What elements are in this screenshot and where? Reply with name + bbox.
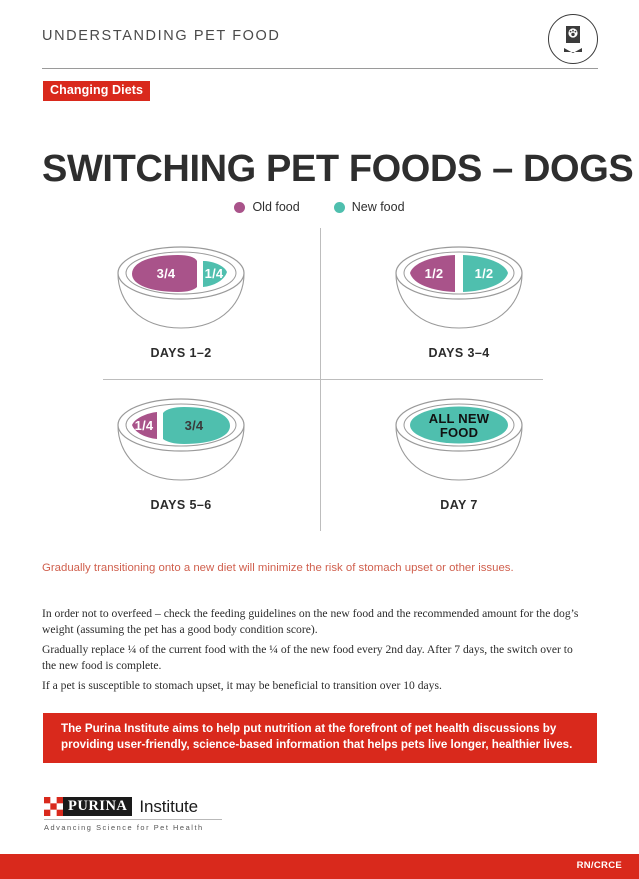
- bowl-illustration: 1/4 3/4: [96, 382, 266, 492]
- bowl-panel-days-3-4: 1/2 1/2 DAYS 3–4: [320, 228, 598, 380]
- bowl-old-fraction-label: 1/2: [425, 266, 444, 281]
- legend-dot-icon: [333, 201, 345, 213]
- purina-institute-logo: PURINA Institute Advancing Science for P…: [44, 797, 274, 839]
- body-paragraph-2: Gradually replace ¼ of the current food …: [42, 642, 573, 673]
- page-header: UNDERSTANDING PET FOOD: [42, 14, 598, 74]
- lede-text: Gradually transitioning onto a new diet …: [42, 562, 514, 574]
- bowl-old-fraction-label: 3/4: [157, 266, 176, 281]
- page-footer: RN/CRCE: [0, 854, 639, 879]
- page-title: SWITCHING PET FOODS – DOGS: [42, 148, 634, 191]
- legend-dot-icon: [234, 201, 246, 213]
- bowl-old-fraction-label: 1/4: [135, 418, 154, 433]
- bowl-label-days-3-4: DAYS 3–4: [428, 346, 490, 360]
- logo-sub-name: Institute: [139, 797, 199, 816]
- footer-code: RN/CRCE: [576, 860, 622, 871]
- bowl-label-day-7: DAY 7: [440, 498, 478, 512]
- bowl-panel-days-5-6: 1/4 3/4 DAYS 5–6: [42, 380, 320, 532]
- logo-brand-name: PURINA: [63, 797, 133, 816]
- bowls-grid: 3/4 1/4 DAYS 1–2 1/2 1/2 DAYS 3–4: [42, 228, 598, 533]
- legend-label-old-food: Old food: [252, 200, 300, 214]
- logo-divider: [44, 819, 222, 820]
- bowl-panel-days-1-2: 3/4 1/4 DAYS 1–2: [42, 228, 320, 380]
- header-divider: [42, 68, 598, 69]
- legend-item-old-food: Old food: [234, 200, 300, 214]
- bowl-panel-day-7: ALL NEW FOOD DAY 7: [320, 380, 598, 532]
- bowl-new-fraction-label: 1/2: [475, 266, 494, 281]
- chart-legend: Old food New food: [0, 200, 639, 214]
- purina-checkerboard-icon: [44, 797, 63, 816]
- header-eyebrow: UNDERSTANDING PET FOOD: [42, 28, 281, 44]
- legend-label-new-food: New food: [351, 200, 405, 214]
- pet-food-bag-icon: [548, 14, 598, 64]
- bowl-illustration: ALL NEW FOOD: [374, 382, 544, 492]
- logo-tagline: Advancing Science for Pet Health: [44, 823, 204, 832]
- bowl-new-fraction-label: 3/4: [185, 418, 204, 433]
- bowl-illustration: 3/4 1/4: [96, 230, 266, 340]
- bowl-all-new-food-label-line1: ALL NEW: [429, 411, 490, 426]
- bowl-label-days-1-2: DAYS 1–2: [150, 346, 212, 360]
- bowl-all-new-food-label-line2: FOOD: [440, 425, 478, 440]
- body-paragraph-1: In order not to overfeed – check the fee…: [42, 606, 579, 637]
- bowl-label-days-5-6: DAYS 5–6: [150, 498, 212, 512]
- body-paragraph-3: If a pet is susceptible to stomach upset…: [42, 678, 442, 692]
- bowl-new-fraction-label: 1/4: [205, 266, 224, 281]
- category-tag: Changing Diets: [43, 81, 151, 101]
- bowl-illustration: 1/2 1/2: [374, 230, 544, 340]
- mission-callout: The Purina Institute aims to help put nu…: [43, 713, 597, 763]
- legend-item-new-food: New food: [333, 200, 405, 214]
- grid-horizontal-divider: [103, 379, 543, 380]
